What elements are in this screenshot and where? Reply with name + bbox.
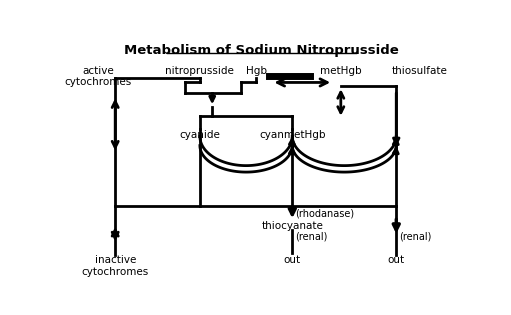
Text: cyanmetHgb: cyanmetHgb bbox=[259, 130, 326, 140]
Text: thiosulfate: thiosulfate bbox=[391, 66, 447, 76]
Text: Hgb: Hgb bbox=[246, 66, 267, 76]
Text: active
cytochromes: active cytochromes bbox=[64, 66, 132, 87]
Text: nitroprusside: nitroprusside bbox=[166, 66, 235, 76]
Text: out: out bbox=[388, 255, 405, 265]
Text: cyanide: cyanide bbox=[179, 130, 220, 140]
Text: out: out bbox=[284, 255, 301, 265]
Text: Metabolism of Sodium Nitroprusside: Metabolism of Sodium Nitroprusside bbox=[124, 44, 399, 57]
Text: (renal): (renal) bbox=[295, 231, 328, 241]
Text: metHgb: metHgb bbox=[320, 66, 362, 76]
Text: (rhodanase): (rhodanase) bbox=[295, 209, 355, 219]
Text: (renal): (renal) bbox=[399, 231, 432, 241]
Text: thiocyanate: thiocyanate bbox=[261, 221, 323, 231]
Text: inactive
cytochromes: inactive cytochromes bbox=[82, 255, 149, 277]
